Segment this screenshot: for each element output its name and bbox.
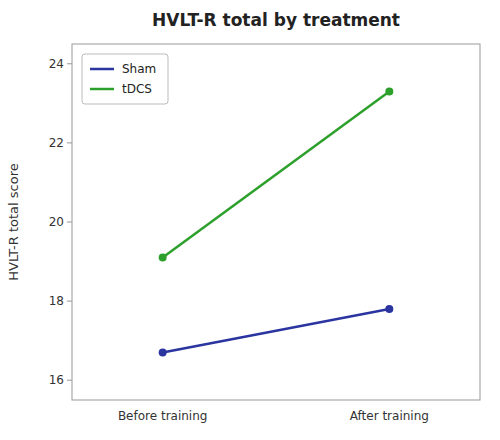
y-tick-label: 24 — [49, 57, 64, 71]
point — [385, 87, 393, 95]
legend-label: Sham — [122, 62, 156, 76]
series-line — [163, 309, 390, 353]
y-tick — [67, 222, 72, 223]
y-tick-label: 18 — [49, 294, 64, 308]
y-axis-label: HVLT-R total score — [6, 163, 21, 281]
point — [159, 254, 167, 262]
y-tick — [67, 63, 72, 64]
plot-area — [159, 87, 394, 356]
point — [159, 349, 167, 357]
y-tick — [67, 380, 72, 381]
title: HVLT-R total by treatment — [152, 10, 400, 30]
legend-swatch — [90, 68, 114, 71]
series-line — [163, 91, 390, 257]
legend-swatch — [90, 88, 114, 91]
x-tick-label: After training — [350, 409, 429, 423]
x-tick-label: Before training — [118, 409, 208, 423]
y-tick — [67, 301, 72, 302]
chart: HVLT-R total by treatment HVLT-R total sc… — [0, 0, 500, 440]
legend-box — [82, 54, 168, 104]
plot-frame — [72, 44, 480, 400]
y-tick-label: 22 — [49, 136, 64, 150]
y-tick-label: 16 — [49, 373, 64, 387]
y-tick-label: 20 — [49, 215, 64, 229]
point — [385, 305, 393, 313]
y-tick — [67, 142, 72, 143]
legend-label: tDCS — [122, 82, 152, 96]
legend: Sham tDCS — [82, 54, 168, 104]
